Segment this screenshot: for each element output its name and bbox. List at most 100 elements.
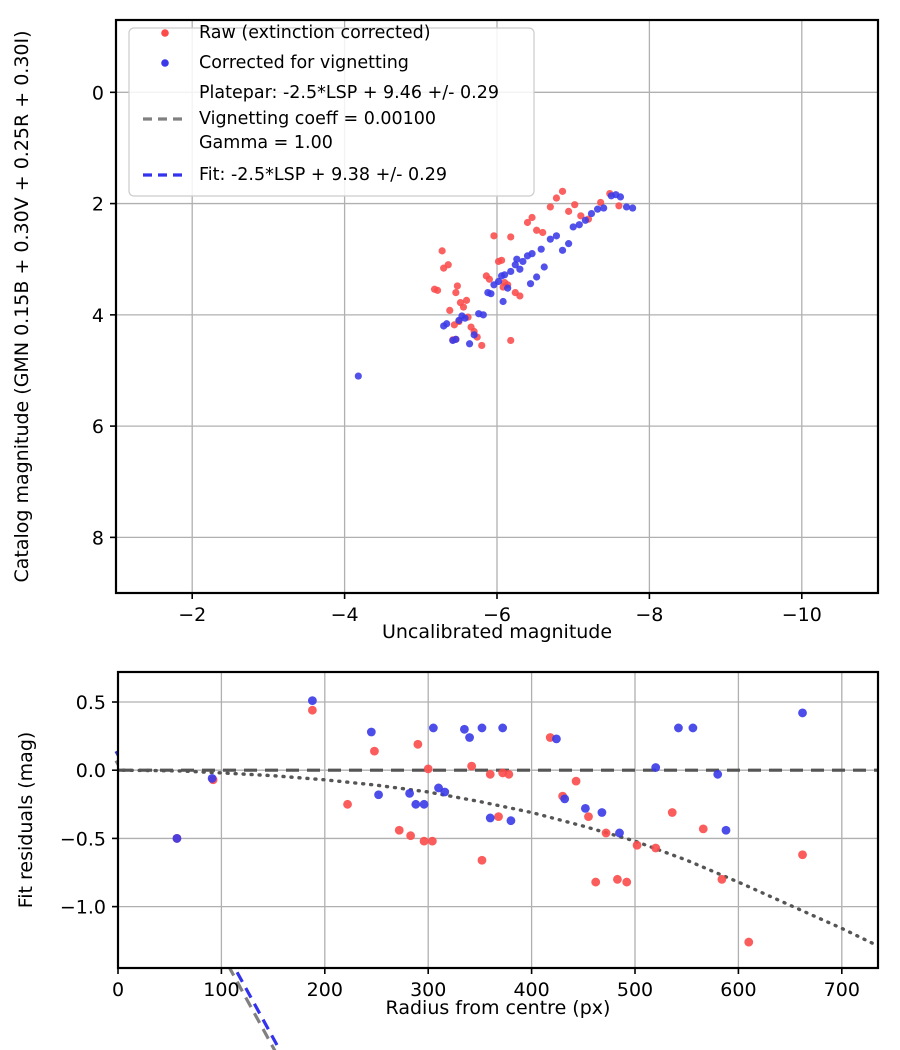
data-point (366, 727, 376, 737)
data-point (498, 723, 508, 733)
data-point (587, 209, 596, 218)
data-point (307, 696, 317, 706)
data-point (427, 836, 437, 846)
data-point (459, 303, 468, 311)
data-point (506, 816, 516, 826)
cover (0, 0, 116, 660)
ytick-label-top: 4 (92, 305, 104, 327)
data-point (467, 323, 475, 331)
data-point (485, 769, 495, 779)
cover (879, 0, 900, 660)
data-point (577, 212, 585, 220)
xtick-label-bottom: 700 (824, 979, 860, 1001)
data-point (406, 831, 416, 841)
data-point (440, 322, 448, 330)
xtick-label-bottom: 200 (307, 979, 343, 1001)
data-point (651, 843, 661, 853)
data-point (537, 245, 545, 253)
axes-cover-top (0, 0, 900, 674)
data-point (413, 739, 423, 749)
data-point (713, 769, 723, 779)
xtick-label-bottom: 300 (410, 979, 446, 1001)
data-point (597, 808, 607, 817)
data-point (467, 761, 477, 771)
data-point (434, 783, 443, 793)
data-point (374, 790, 383, 800)
data-point (519, 257, 527, 266)
data-point (449, 336, 457, 345)
data-point (307, 705, 317, 715)
data-point (511, 261, 519, 269)
data-point (717, 874, 727, 884)
data-point (558, 246, 567, 254)
data-point (600, 204, 608, 212)
yaxis-label-top: Catalog magnitude (GMN 0.15B + 0.30V + 0… (11, 30, 33, 582)
data-point (428, 723, 438, 733)
data-point (504, 769, 514, 779)
ytick-label-bottom: 0.5 (76, 692, 106, 714)
data-point (461, 314, 469, 322)
data-point (419, 836, 429, 846)
xtick-label-bottom: 600 (720, 979, 756, 1001)
ytick-label-top: 8 (92, 527, 104, 549)
data-point (622, 877, 632, 887)
data-point (477, 855, 487, 865)
data-point (477, 723, 487, 733)
ticks-bottom: 0 100 200 300 400 500 600 700 0.5 0.0 −0.5 −1.0 (60, 692, 860, 1001)
data-point (459, 724, 469, 734)
data-point (504, 284, 512, 292)
data-point (591, 877, 601, 887)
legend-background (128, 27, 535, 197)
data-point (565, 207, 573, 215)
series-raw-bottom (172, 705, 807, 947)
data-point (615, 202, 623, 210)
data-point (423, 764, 433, 774)
data-point (629, 204, 637, 212)
data-point (465, 733, 474, 742)
data-point (528, 250, 536, 258)
cover (0, 0, 900, 20)
data-point (632, 840, 642, 850)
data-point (533, 273, 541, 281)
xaxis-label-top: Uncalibrated magnitude (382, 621, 612, 643)
data-point (405, 789, 414, 798)
legend-corrected-marker-icon (161, 59, 169, 67)
data-point (546, 235, 554, 243)
data-point (440, 787, 450, 797)
data-point (499, 297, 507, 306)
legend-platepar-line2-label: Vignetting coeff = 0.00100 (199, 109, 436, 129)
data-point (478, 341, 486, 350)
data-point (565, 240, 573, 248)
data-point (394, 825, 404, 835)
data-point (581, 216, 589, 224)
data-point (487, 290, 495, 298)
data-point (494, 277, 503, 286)
data-point (667, 808, 677, 817)
xtick-label-bottom: 0 (112, 979, 124, 1001)
data-point (798, 708, 807, 718)
data-point (528, 213, 536, 222)
data-point (172, 834, 182, 843)
data-point (513, 255, 521, 263)
data-point (571, 201, 579, 209)
series-corrected-top (354, 191, 637, 380)
data-point (446, 306, 454, 314)
xtick-label-bottom: 400 (513, 979, 549, 1001)
data-point (688, 723, 698, 733)
data-point (433, 286, 442, 294)
data-point (354, 372, 362, 380)
xtick-label-bottom: 100 (203, 979, 239, 1001)
legend-corrected-label: Corrected for vignetting (199, 53, 409, 73)
xtick-label-top: −10 (782, 604, 822, 626)
data-point (558, 187, 567, 195)
series-corrected-bottom (172, 696, 807, 843)
data-point (453, 282, 461, 290)
legend-platepar-line3-label: Gamma = 1.00 (199, 133, 333, 153)
xtick-label-top: −6 (483, 604, 511, 626)
data-point (507, 233, 515, 241)
data-point (411, 799, 421, 809)
data-point (465, 340, 474, 348)
legend-raw-marker-icon (161, 29, 169, 37)
data-point (584, 812, 593, 821)
